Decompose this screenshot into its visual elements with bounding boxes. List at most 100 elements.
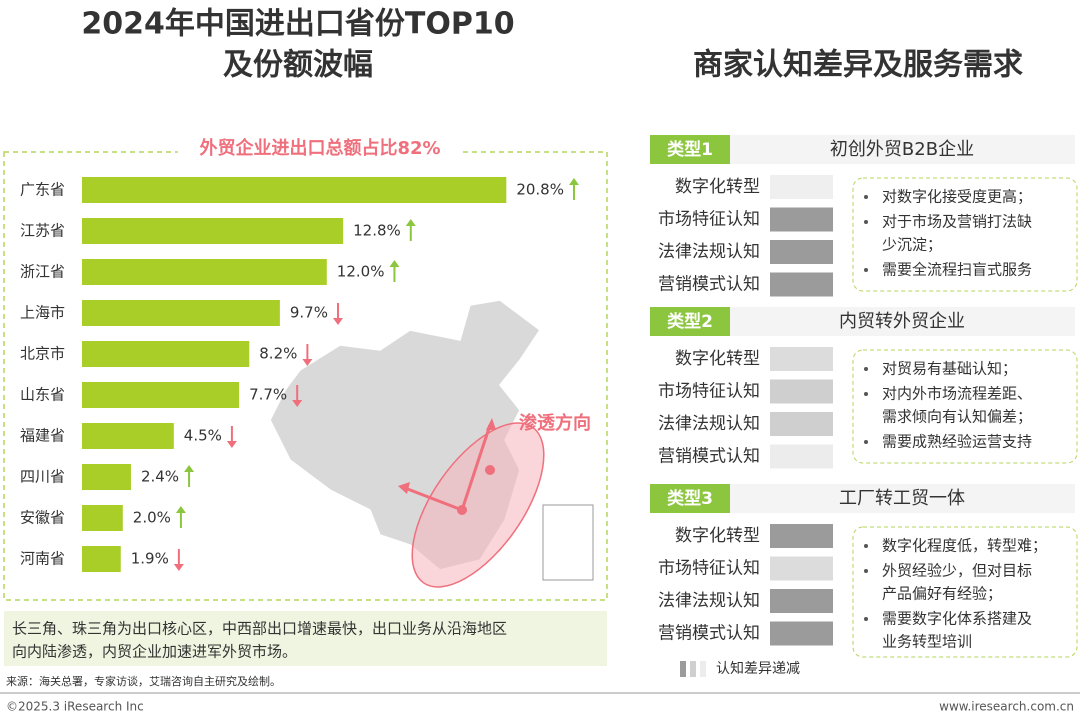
trend-arrow-head: [292, 400, 303, 407]
type-header-bg: [730, 307, 1075, 336]
type-header-bg: [730, 135, 1075, 164]
dimension-label: 市场特征认知: [658, 382, 760, 402]
map: 渗透方向: [269, 299, 594, 588]
arrow-head: [398, 482, 410, 494]
bullet-text: 对于市场及营销打法缺: [882, 213, 1032, 231]
type-tag: 类型2: [667, 311, 713, 332]
bullet-dot: [864, 617, 868, 621]
type-tag-bg: [650, 307, 730, 336]
bar: [82, 382, 240, 408]
value-label: 8.2%: [259, 345, 297, 363]
bar: [82, 300, 280, 326]
y-tick-label: 北京市: [20, 345, 65, 363]
footer-right: www.iresearch.com.cn: [939, 700, 1074, 714]
type-name: 工厂转工贸一体: [839, 488, 965, 509]
footer-left: ©2025.3 iResearch Inc: [6, 700, 144, 714]
trend-arrow-head: [332, 318, 343, 325]
trend-arrow-head: [302, 359, 313, 366]
value-label: 9.7%: [290, 304, 328, 322]
bar: [82, 546, 121, 572]
bar: [82, 259, 327, 285]
value-label: 20.8%: [516, 181, 564, 199]
map-dot: [485, 465, 495, 475]
map-zone: [411, 422, 545, 588]
gauge: [770, 347, 833, 371]
note-line: 长三角、珠三角为出口核心区，中西部出口增速最快，出口业务从沿海地区: [12, 620, 507, 638]
dimension-label: 法律法规认知: [658, 591, 760, 611]
type-tag: 类型1: [667, 139, 713, 160]
bullet-dot: [864, 440, 868, 444]
gauge: [770, 556, 833, 581]
bullet-dot: [864, 392, 868, 396]
type-header-bg: [730, 484, 1075, 513]
bullet-text: 业务转型培训: [882, 633, 972, 651]
bullet-dot: [864, 367, 868, 371]
type-name: 初创外贸B2B企业: [830, 139, 974, 160]
value-label: 7.7%: [249, 386, 287, 404]
bullet-box: [852, 526, 1078, 658]
bullet-text: 少沉淀；: [882, 236, 942, 254]
y-tick-label: 福建省: [20, 427, 65, 445]
dimension-label: 法律法规认知: [658, 242, 760, 262]
gauge: [770, 444, 833, 469]
y-tick-label: 四川省: [20, 468, 65, 486]
y-tick-label: 上海市: [20, 304, 65, 322]
map-dot: [457, 505, 467, 515]
type-tag-bg: [650, 135, 730, 164]
gauge: [770, 272, 833, 297]
chart-title: 2024年中国进出口省份TOP10: [81, 7, 514, 42]
y-tick-label: 河南省: [20, 550, 65, 568]
bar: [82, 505, 123, 531]
chart-subtitle: 及份额波幅: [223, 48, 373, 83]
gauge: [770, 240, 833, 264]
gauge: [770, 412, 833, 436]
bullet-text: 需要全流程扫盲式服务: [882, 261, 1032, 279]
value-label: 2.0%: [133, 509, 171, 527]
trend-arrow-head: [173, 564, 184, 571]
dimension-label: 市场特征认知: [658, 210, 760, 230]
source: 来源：海关总署，专家访谈，艾瑞咨询自主研究及绘制。: [6, 674, 281, 688]
type-name: 内贸转外贸企业: [839, 311, 965, 332]
y-tick-label: 广东省: [20, 181, 65, 199]
gauge: [770, 589, 833, 613]
bullet-text: 外贸经验少，但对目标: [882, 562, 1032, 580]
gauge: [770, 175, 833, 199]
trend-arrow-head: [226, 441, 237, 448]
dimension-label: 市场特征认知: [658, 559, 760, 579]
legend-swatch: [680, 661, 686, 677]
legend-swatch: [700, 661, 706, 677]
trend-arrow-head: [405, 219, 416, 226]
trend-arrow-head: [184, 465, 195, 472]
bar: [82, 423, 174, 449]
bullet-dot: [864, 268, 868, 272]
dimension-label: 数字化转型: [675, 177, 760, 197]
arrow-head: [486, 418, 496, 430]
dimension-label: 营销模式认知: [658, 447, 760, 467]
type-tag-bg: [650, 484, 730, 513]
dimension-label: 数字化转型: [675, 349, 760, 369]
gauge: [770, 207, 833, 232]
bar: [82, 464, 131, 490]
bar: [82, 218, 344, 244]
value-label: 2.4%: [141, 468, 179, 486]
bullet-box: [852, 177, 1078, 292]
value-label: 12.8%: [353, 222, 401, 240]
bullet-text: 对数字化接受度更高；: [882, 188, 1032, 206]
gauge: [770, 379, 833, 404]
trend-arrow-head: [568, 178, 579, 185]
trend-arrow-head: [389, 260, 400, 267]
annotation-bg: [178, 136, 462, 162]
bullet-text: 对贸易有基础认知；: [882, 360, 1017, 378]
bar: [82, 177, 507, 203]
panel-title: 商家认知差异及服务需求: [693, 48, 1023, 83]
bullet-box: [852, 349, 1078, 464]
bar: [82, 341, 250, 367]
y-tick-label: 浙江省: [20, 263, 65, 281]
trend-arrow-head: [175, 506, 186, 513]
bullet-dot: [864, 220, 868, 224]
note-line: 向内陆渗透，内贸企业加速进军外贸市场。: [12, 643, 297, 661]
legend-label: 认知差异递减: [716, 660, 800, 677]
gauge: [770, 621, 833, 646]
y-tick-label: 山东省: [20, 386, 65, 404]
